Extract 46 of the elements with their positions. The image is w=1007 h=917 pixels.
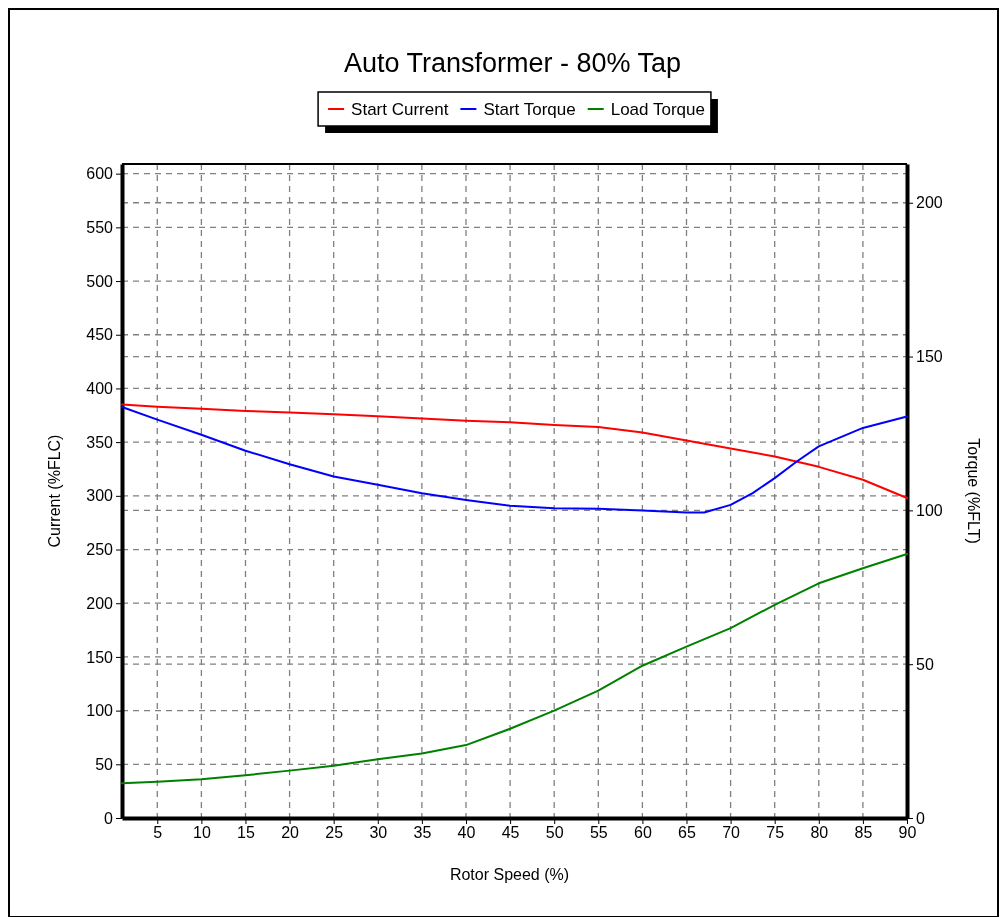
x-tick-label: 20 — [281, 824, 300, 842]
line-series — [121, 553, 908, 785]
x-tick-label: 65 — [678, 824, 696, 842]
y-tick-label: 300 — [86, 487, 114, 505]
x-tick-label: 40 — [457, 824, 476, 842]
x-tick-label: 5 — [153, 824, 163, 842]
x-tick-label: 10 — [192, 824, 211, 842]
x-tick-label: 85 — [854, 824, 873, 842]
x-tick-label: 90 — [898, 824, 917, 842]
y-tick-label: 550 — [86, 218, 114, 236]
y-tick-label: 250 — [86, 541, 114, 559]
y2-tick-label: 100 — [916, 502, 943, 519]
y2-tick-label: 50 — [916, 655, 934, 673]
y-tick-label: 350 — [86, 433, 114, 451]
x-tick-label: 25 — [325, 824, 344, 842]
y2-tick-label: 0 — [916, 809, 925, 827]
y-tick-label: 0 — [104, 809, 114, 827]
x-tick-label: 55 — [589, 824, 608, 842]
y-tick-label: 150 — [86, 648, 114, 666]
y-tick-label: 600 — [86, 165, 114, 183]
y2-tick-label: 150 — [916, 348, 943, 366]
y-tick-label: 500 — [86, 272, 114, 290]
y-tick-label: 100 — [86, 702, 114, 720]
legend-label: Start Torque — [483, 100, 576, 119]
x-axis-title: Rotor Speed (%) — [449, 866, 570, 883]
x-tick-label: 30 — [369, 824, 388, 842]
x-tick-label: 80 — [810, 824, 829, 842]
x-tick-label: 35 — [413, 824, 432, 842]
legend-label: Start Current — [351, 100, 449, 119]
x-tick-label: 70 — [722, 824, 741, 842]
y-tick-label: 200 — [86, 594, 114, 612]
line-series — [121, 403, 908, 499]
chart-title: Auto Transformer - 80% Tap — [343, 48, 682, 78]
y-tick-label: 450 — [86, 326, 114, 344]
y2-axis-title: Torque (%FLT) — [965, 438, 982, 544]
y-tick-label: 400 — [86, 380, 114, 398]
x-tick-label: 60 — [633, 824, 652, 842]
y-tick-label: 50 — [95, 755, 114, 773]
legend-label: Load Torque — [610, 100, 705, 119]
y2-tick-label: 200 — [916, 194, 943, 212]
x-tick-label: 45 — [501, 824, 520, 842]
x-tick-label: 50 — [545, 824, 564, 842]
line-series — [121, 406, 908, 514]
y-axis-title: Current (%FLC) — [46, 434, 63, 548]
x-tick-label: 75 — [766, 824, 785, 842]
x-tick-label: 15 — [237, 824, 255, 842]
